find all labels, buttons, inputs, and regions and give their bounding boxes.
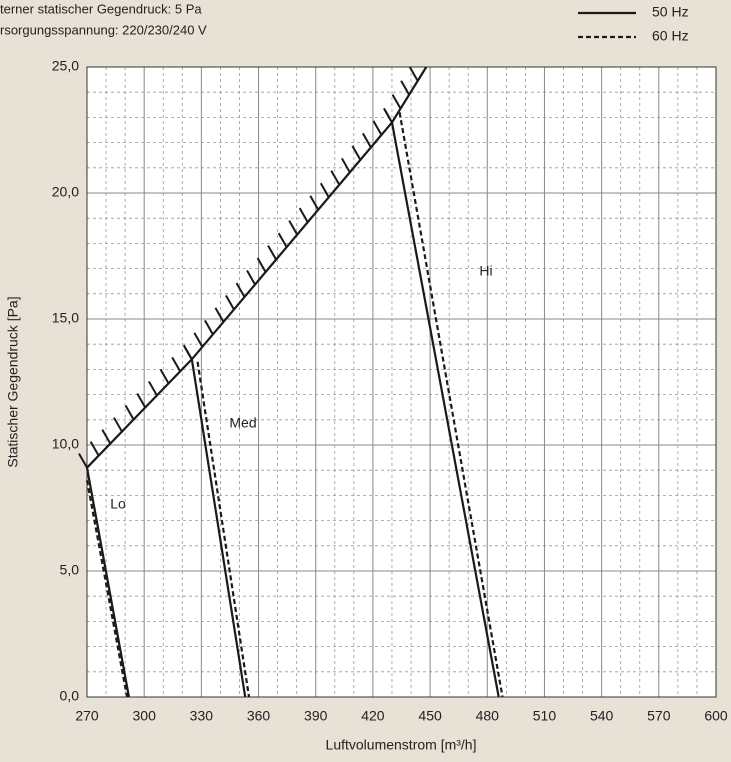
hatch <box>246 270 256 286</box>
x-tick-label: 510 <box>533 708 557 724</box>
hatch <box>182 344 193 360</box>
x-tick-label: 570 <box>647 708 671 724</box>
line <box>196 361 251 698</box>
hatch <box>362 132 372 148</box>
hatch <box>204 319 214 335</box>
hatch <box>101 429 112 445</box>
x-tick-label: 390 <box>304 708 328 724</box>
x-tick-label: 540 <box>590 708 614 724</box>
hatch <box>113 417 123 433</box>
annotation: Med <box>229 415 256 431</box>
hatch <box>319 182 330 198</box>
legend-label: 60 Hz <box>652 28 689 44</box>
hatch <box>400 80 410 96</box>
hatch <box>148 380 158 396</box>
y-tick-label: 20,0 <box>52 184 79 200</box>
annotation: Lo <box>110 496 126 512</box>
hatch <box>124 405 135 421</box>
x-tick-label: 420 <box>361 708 385 724</box>
hatch <box>340 157 351 173</box>
x-tick-label: 300 <box>133 708 157 724</box>
hatch <box>372 120 383 136</box>
hatch <box>309 195 320 211</box>
line <box>390 122 500 698</box>
y-tick-label: 0,0 <box>60 688 80 704</box>
hatch <box>225 294 235 310</box>
x-tick-label: 330 <box>190 708 214 724</box>
hatch <box>89 441 100 457</box>
line <box>85 480 129 698</box>
hatch <box>214 307 225 323</box>
hatch <box>193 332 204 348</box>
note: rsorgungsspannung: 220/230/240 V <box>0 22 207 37</box>
hatch <box>298 207 309 223</box>
hatch <box>383 107 393 123</box>
y-tick-label: 10,0 <box>52 436 79 452</box>
plot-border <box>86 66 717 698</box>
hatch <box>136 392 147 408</box>
y-tick-label: 5,0 <box>60 562 80 578</box>
hatch <box>330 170 341 186</box>
hatch <box>159 368 170 384</box>
y-tick-label: 15,0 <box>52 310 79 326</box>
hatch <box>351 145 362 161</box>
hatch <box>408 66 419 82</box>
line <box>190 359 247 698</box>
hatch <box>235 282 246 298</box>
x-tick-label: 600 <box>704 708 728 724</box>
y-tick-label: 25,0 <box>52 58 79 74</box>
y-axis-label: Statischer Gegendruck [Pa] <box>5 296 21 467</box>
annotation: Hi <box>479 263 492 279</box>
hatch <box>256 257 267 273</box>
hatch <box>391 94 402 110</box>
x-tick-label: 270 <box>75 708 99 724</box>
hatch <box>277 232 288 248</box>
x-tick-label: 450 <box>418 708 442 724</box>
line <box>85 467 131 698</box>
x-tick-label: 360 <box>247 708 271 724</box>
hatch <box>78 453 88 469</box>
hatch <box>267 245 277 261</box>
legend-label: 50 Hz <box>652 4 689 20</box>
x-tick-label: 480 <box>476 708 500 724</box>
note: terner statischer Gegendruck: 5 Pa <box>0 1 202 16</box>
line <box>398 112 504 698</box>
hatch <box>171 356 182 372</box>
x-axis-label: Luftvolumenstrom [m³/h] <box>326 737 477 753</box>
hatch <box>288 220 299 236</box>
plot-area <box>87 67 716 697</box>
